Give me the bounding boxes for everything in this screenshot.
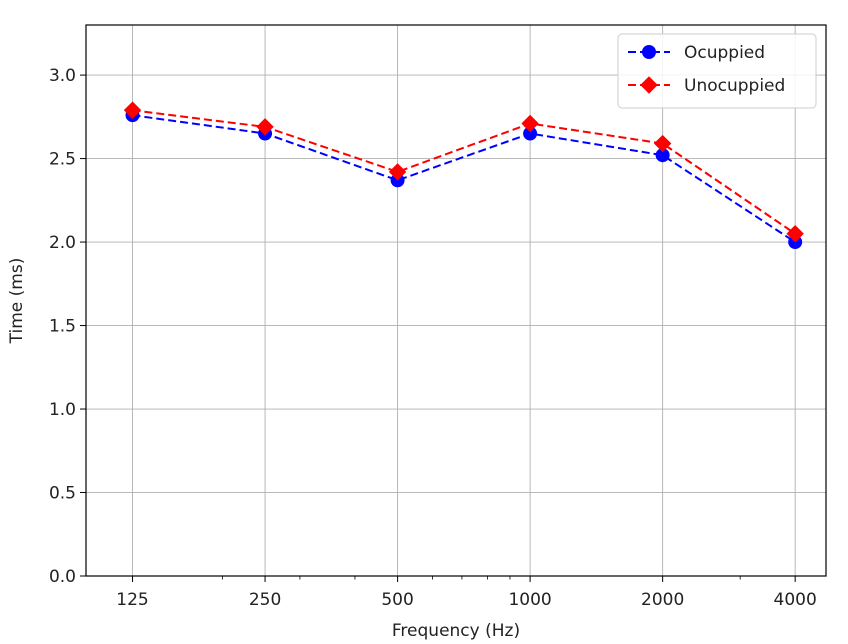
legend-item: Unocuppied: [628, 76, 785, 96]
y-tick-label: 0.0: [49, 567, 76, 587]
x-tick-label: 4000: [774, 590, 817, 610]
series-line: [132, 114, 796, 243]
x-tick-label: 1000: [508, 590, 551, 610]
x-tick-label: 250: [249, 590, 281, 610]
data-point: [388, 163, 407, 181]
data-point: [653, 134, 672, 153]
plot-frame: [85, 24, 827, 577]
data-point: [256, 118, 274, 136]
series-line: [132, 109, 796, 235]
tick-layer: 125 250 500 1000 2000 4000 0.0 0.5 1.0 1.5 2.0 2.5 3…: [49, 66, 817, 610]
series-layer: [123, 101, 804, 250]
y-axis-label: Time (ms): [7, 258, 27, 345]
series-ocuppied: [125, 108, 803, 250]
y-tick-label: 1.0: [49, 400, 76, 420]
data-point: [521, 114, 539, 133]
x-tick-label: 125: [116, 590, 148, 610]
series-unocuppied: [123, 101, 804, 243]
legend: Ocuppied Unocuppied: [617, 33, 817, 109]
x-axis-label: Frequency (Hz): [392, 621, 520, 641]
y-tick-label: 1.5: [49, 317, 76, 337]
x-tick-label: 500: [381, 590, 413, 610]
data-point: [786, 225, 804, 243]
y-tick-label: 2.0: [49, 233, 76, 253]
y-tick-label: 2.5: [49, 150, 76, 170]
legend-label: Ocuppied: [684, 43, 765, 63]
x-tick-label: 2000: [641, 590, 684, 610]
legend-item: Ocuppied: [628, 43, 765, 63]
data-point: [123, 101, 142, 119]
legend-marker: [642, 45, 656, 59]
y-tick-label: 0.5: [49, 484, 76, 504]
legend-label: Unocuppied: [684, 76, 785, 96]
legend-marker: [640, 76, 658, 94]
y-tick-label: 3.0: [49, 66, 76, 86]
